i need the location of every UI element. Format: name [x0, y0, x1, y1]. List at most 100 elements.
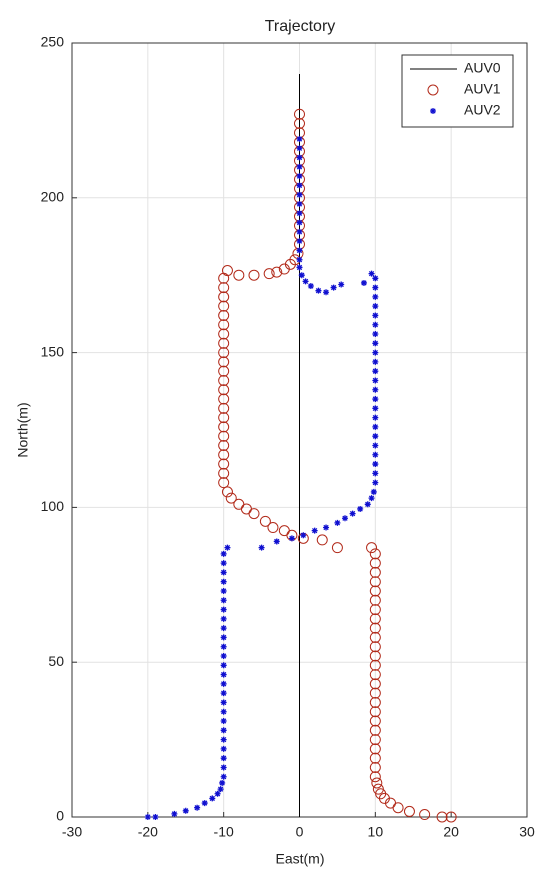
star-marker	[220, 569, 227, 576]
circle-marker	[369, 752, 381, 764]
star-marker	[296, 238, 303, 245]
circle-marker	[369, 566, 381, 578]
circle-marker	[369, 576, 381, 588]
circle-marker	[218, 439, 230, 451]
star-marker	[296, 256, 303, 263]
circle-marker	[218, 477, 230, 489]
circle-marker	[369, 771, 381, 783]
y-axis-label: North(m)	[15, 402, 31, 457]
star-marker	[220, 578, 227, 585]
circle-marker	[369, 604, 381, 616]
star-marker	[220, 597, 227, 604]
circle-marker	[369, 613, 381, 625]
circle-marker	[369, 687, 381, 699]
circle-marker	[218, 291, 230, 303]
circle-marker	[294, 108, 305, 120]
star-marker	[220, 699, 227, 706]
star-marker	[220, 643, 227, 650]
circle-marker	[233, 269, 245, 281]
circle-marker	[369, 650, 381, 662]
star-marker	[372, 368, 379, 375]
x-tick-label: -10	[214, 824, 234, 840]
star-marker	[370, 488, 377, 495]
circle-marker	[233, 498, 245, 510]
star-marker	[372, 349, 379, 356]
star-marker	[296, 135, 303, 142]
star-marker	[296, 219, 303, 226]
star-marker	[302, 278, 309, 285]
star-marker	[171, 810, 178, 817]
circle-marker	[267, 522, 279, 534]
star-marker	[296, 182, 303, 189]
star-marker	[372, 386, 379, 393]
circle-marker	[294, 117, 305, 129]
star-marker	[296, 191, 303, 198]
star-marker	[349, 510, 356, 517]
star-marker	[372, 442, 379, 449]
star-marker	[372, 461, 379, 468]
star-marker	[220, 755, 227, 762]
star-marker	[296, 210, 303, 217]
circle-marker	[369, 622, 381, 634]
star-marker	[220, 560, 227, 567]
x-tick-label: 10	[368, 824, 384, 840]
circle-marker	[218, 430, 230, 442]
star-marker	[372, 293, 379, 300]
star-marker	[220, 736, 227, 743]
star-marker	[334, 519, 341, 526]
circle-marker	[218, 365, 230, 377]
circle-marker	[218, 300, 230, 312]
circle-marker	[369, 594, 381, 606]
circle-marker	[369, 585, 381, 597]
star-marker	[220, 550, 227, 557]
circle-marker	[419, 809, 431, 821]
x-tick-label: -20	[138, 824, 158, 840]
x-tick-label: 0	[296, 824, 304, 840]
y-tick-label: 50	[48, 653, 64, 669]
circle-marker	[218, 309, 230, 321]
y-tick-label: 100	[41, 498, 65, 514]
chart-title: Trajectory	[265, 18, 336, 35]
star-marker	[311, 527, 318, 534]
star-marker	[220, 606, 227, 613]
star-marker	[372, 479, 379, 486]
circle-marker	[218, 384, 230, 396]
star-marker	[220, 727, 227, 734]
x-axis-label: East(m)	[276, 851, 325, 867]
circle-marker	[366, 542, 378, 554]
star-marker	[220, 690, 227, 697]
circle-marker	[218, 319, 230, 331]
star-marker	[220, 634, 227, 641]
star-marker	[201, 800, 208, 807]
circle-marker	[331, 542, 343, 554]
circle-marker	[248, 269, 260, 281]
legend-label: AUV0	[464, 60, 501, 76]
circle-marker	[218, 337, 230, 349]
circle-marker	[218, 412, 230, 424]
star-marker	[330, 284, 337, 291]
circle-marker	[403, 805, 415, 817]
circle-marker	[369, 669, 381, 681]
star-marker	[152, 814, 159, 820]
legend-label: AUV1	[464, 81, 501, 97]
star-marker	[372, 377, 379, 384]
legend-box	[401, 54, 514, 128]
star-marker	[300, 532, 307, 539]
star-marker	[372, 451, 379, 458]
circle-marker	[218, 467, 230, 479]
star-marker	[217, 786, 224, 793]
star-marker	[372, 321, 379, 328]
y-tick-label: 0	[56, 808, 64, 824]
star-marker	[220, 708, 227, 715]
star-marker	[360, 279, 367, 286]
legend-swatch	[430, 108, 436, 114]
circle-marker	[218, 328, 230, 340]
circle-marker	[369, 696, 381, 708]
star-marker	[273, 538, 280, 545]
star-marker	[372, 358, 379, 365]
circle-marker	[278, 525, 290, 537]
star-marker	[296, 264, 303, 271]
y-tick-label: 250	[41, 34, 65, 50]
star-marker	[368, 495, 375, 502]
circle-marker	[369, 761, 381, 773]
